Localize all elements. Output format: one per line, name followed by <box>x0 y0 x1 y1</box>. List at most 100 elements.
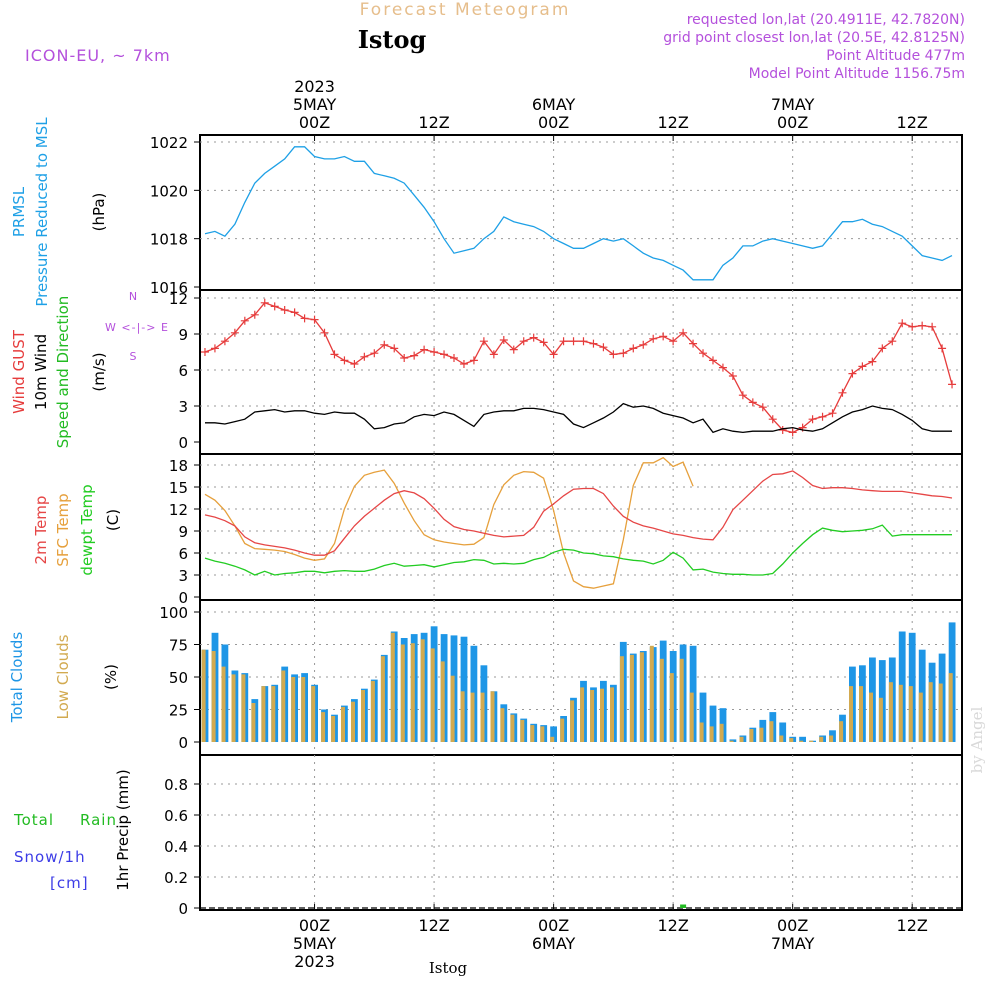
low-cloud-bar <box>819 736 824 742</box>
low-cloud-bar <box>580 687 585 742</box>
low-cloud-bar <box>361 690 365 742</box>
time-label-bottom: 12Z <box>657 916 688 935</box>
y-tick-label: 25 <box>169 702 188 720</box>
low-cloud-bar <box>908 686 913 742</box>
low-cloud-bar <box>869 692 873 742</box>
gust-marker <box>718 363 727 372</box>
low-cloud-bar <box>719 723 724 742</box>
low-cloud-bar <box>231 674 236 742</box>
low-cloud-bar <box>839 721 844 742</box>
gust-marker <box>539 338 548 347</box>
gust-marker <box>250 310 259 319</box>
precip-unit-label: 1hr Precip (mm) <box>114 769 132 890</box>
low-cloud-bar <box>510 714 515 742</box>
gust-marker <box>519 337 528 346</box>
y-tick-label: 50 <box>169 669 188 687</box>
gust-marker <box>569 337 578 346</box>
time-label-bottom: 12Z <box>418 916 449 935</box>
low-cloud-bar <box>301 677 306 742</box>
gust-marker <box>738 391 747 400</box>
low-cloud-bar <box>450 675 455 742</box>
low-cloud-bar <box>400 644 405 742</box>
wind-desc-label: Speed and Direction <box>54 296 72 449</box>
low-cloud-bar <box>938 683 943 742</box>
gust-marker <box>728 372 737 380</box>
total-cloud-bar <box>799 736 806 742</box>
low-cloud-bar <box>540 726 545 742</box>
gust-marker <box>479 337 488 346</box>
gust-marker <box>320 328 329 337</box>
y-tick-label: 6 <box>178 545 188 563</box>
gust-marker <box>868 357 877 366</box>
grid-point-coords: grid point closest lon,lat (20.5E, 42.81… <box>663 30 965 46</box>
time-label-top: 5MAY <box>293 95 337 114</box>
gust-marker <box>380 340 389 349</box>
prmsl-label: PRMSL <box>10 186 28 237</box>
gust-marker <box>699 349 708 358</box>
dew-label: dewpt Temp <box>78 484 96 575</box>
low-cloud-bar <box>480 692 485 742</box>
low-cloud-bar <box>291 677 296 742</box>
gust-marker <box>350 360 359 368</box>
gust-marker <box>489 350 498 359</box>
y-tick-label: 75 <box>169 637 188 655</box>
low-cloud-bar <box>679 658 684 742</box>
gust-marker <box>360 352 369 361</box>
low-cloud-bar <box>281 670 286 742</box>
low-cloud-bar <box>799 740 804 742</box>
low-cloud-bar <box>211 651 216 742</box>
snow-unit-label: [cm] <box>50 874 89 892</box>
low-cloud-bar <box>779 735 784 742</box>
gust-marker <box>450 354 458 362</box>
time-label-top: 7MAY <box>771 95 815 114</box>
prmsl-line <box>204 146 953 281</box>
gust-marker <box>459 360 468 368</box>
gust-marker <box>888 337 897 346</box>
model-altitude: Model Point Altitude 1156.75m <box>749 66 965 82</box>
gust-marker <box>290 308 299 317</box>
gust-marker <box>768 415 777 424</box>
y-tick-label: 9 <box>178 523 188 541</box>
gust-marker <box>410 351 419 360</box>
low-cloud-bar <box>809 740 814 742</box>
y-tick-label: 6 <box>178 362 188 380</box>
sfc-temp-line <box>204 456 694 589</box>
low-cloud-bar <box>241 674 246 742</box>
time-label-top: 00Z <box>538 113 569 132</box>
low-cloud-bar <box>370 680 375 742</box>
gust-marker <box>689 339 698 348</box>
y-tick-label: 0.4 <box>164 838 188 856</box>
time-label-top: 00Z <box>777 113 808 132</box>
gust-marker <box>430 348 439 356</box>
t2m-line <box>204 470 953 556</box>
low-cloud-bar <box>440 661 445 742</box>
time-label-bottom: 6MAY <box>532 934 576 953</box>
rain-bar <box>680 904 687 908</box>
low-cloud-bar <box>689 692 694 742</box>
compass-s: S <box>130 350 137 363</box>
gust-marker <box>589 339 598 348</box>
low-cloud-bar <box>560 718 565 742</box>
y-tick-label: 15 <box>169 479 188 497</box>
gust-marker <box>878 344 887 353</box>
gust-marker <box>240 316 249 325</box>
gust-marker <box>280 306 289 314</box>
temp-unit-label: (C) <box>104 509 122 531</box>
low-cloud-bar <box>500 708 505 742</box>
y-tick-label: 0 <box>178 734 188 752</box>
gust-marker <box>529 333 538 342</box>
low-cloud-bar <box>380 656 385 742</box>
y-tick-label: 0.8 <box>164 776 188 794</box>
gust-marker <box>679 328 688 337</box>
footer-station: Istog <box>429 959 468 977</box>
low-cloud-bar <box>709 726 714 742</box>
snow-label: Snow/1h <box>14 848 86 866</box>
low-cloud-bar <box>530 725 535 742</box>
gust-marker <box>300 314 309 323</box>
low-cloud-bar <box>550 736 555 742</box>
low-cloud-bar <box>490 691 495 742</box>
panel-frame <box>199 754 963 911</box>
low-cloud-bar <box>261 686 266 742</box>
low-cloud-bar <box>749 729 754 742</box>
